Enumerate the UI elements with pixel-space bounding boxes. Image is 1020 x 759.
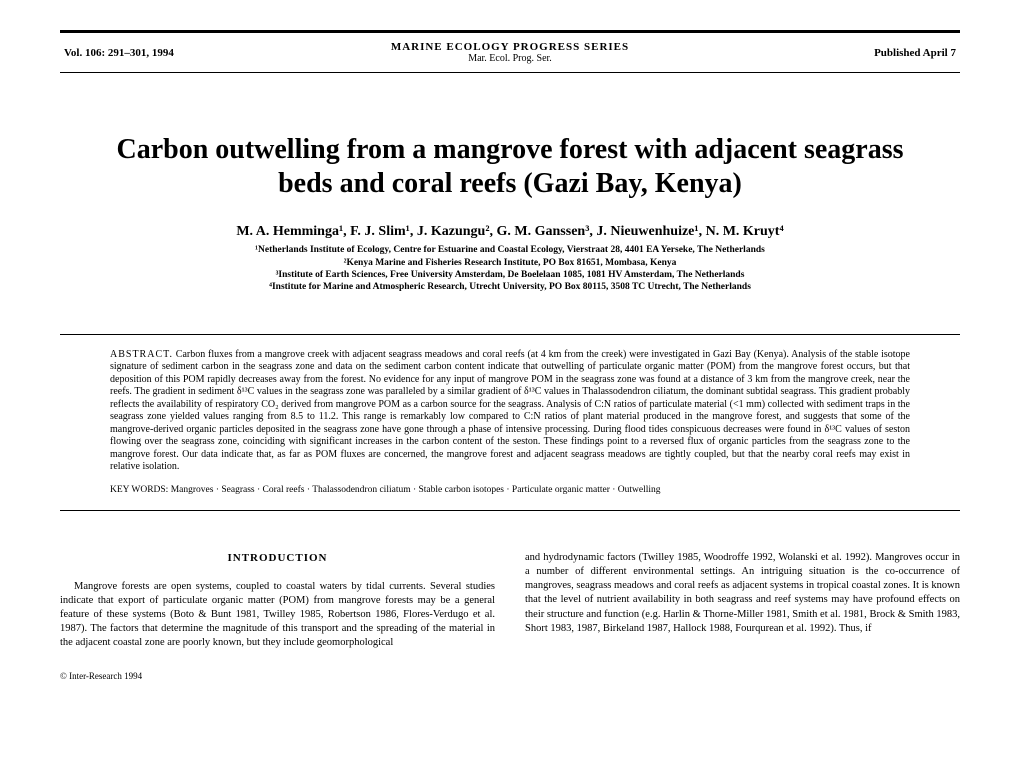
journal-name-block: MARINE ECOLOGY PROGRESS SERIES Mar. Ecol…	[361, 41, 658, 64]
journal-abbrev: Mar. Ecol. Prog. Ser.	[361, 53, 658, 64]
abstract-body: Carbon fluxes from a mangrove creek with…	[110, 349, 910, 473]
left-column: INTRODUCTION Mangrove forests are open s…	[60, 551, 495, 651]
volume-info: Vol. 106: 291–301, 1994	[64, 47, 361, 59]
intro-paragraph-right: and hydrodynamic factors (Twilley 1985, …	[525, 551, 960, 636]
abstract-text: ABSTRACT. Carbon fluxes from a mangrove …	[110, 349, 910, 474]
journal-header: Vol. 106: 291–301, 1994 MARINE ECOLOGY P…	[60, 30, 960, 73]
affiliation: ⁴Institute for Marine and Atmospheric Re…	[60, 281, 960, 293]
introduction-heading: INTRODUCTION	[60, 551, 495, 566]
affiliation: ²Kenya Marine and Fisheries Research Ins…	[60, 257, 960, 269]
affiliations-block: ¹Netherlands Institute of Ecology, Centr…	[60, 244, 960, 293]
keywords-body: Mangroves · Seagrass · Coral reefs · Tha…	[171, 485, 661, 495]
authors-line: M. A. Hemminga¹, F. J. Slim¹, J. Kazungu…	[60, 224, 960, 240]
copyright-footer: © Inter-Research 1994	[60, 671, 960, 681]
intro-paragraph-left: Mangrove forests are open systems, coupl…	[60, 580, 495, 651]
article-title: Carbon outwelling from a mangrove forest…	[60, 133, 960, 200]
body-columns: INTRODUCTION Mangrove forests are open s…	[60, 551, 960, 651]
abstract-label: ABSTRACT.	[110, 349, 173, 360]
right-column: and hydrodynamic factors (Twilley 1985, …	[525, 551, 960, 651]
keywords-line: KEY WORDS: Mangroves · Seagrass · Coral …	[110, 484, 910, 496]
publish-date: Published April 7	[659, 47, 956, 59]
abstract-box: ABSTRACT. Carbon fluxes from a mangrove …	[60, 334, 960, 511]
journal-name: MARINE ECOLOGY PROGRESS SERIES	[361, 41, 658, 53]
affiliation: ³Institute of Earth Sciences, Free Unive…	[60, 269, 960, 281]
keywords-label: KEY WORDS:	[110, 485, 168, 495]
affiliation: ¹Netherlands Institute of Ecology, Centr…	[60, 244, 960, 256]
